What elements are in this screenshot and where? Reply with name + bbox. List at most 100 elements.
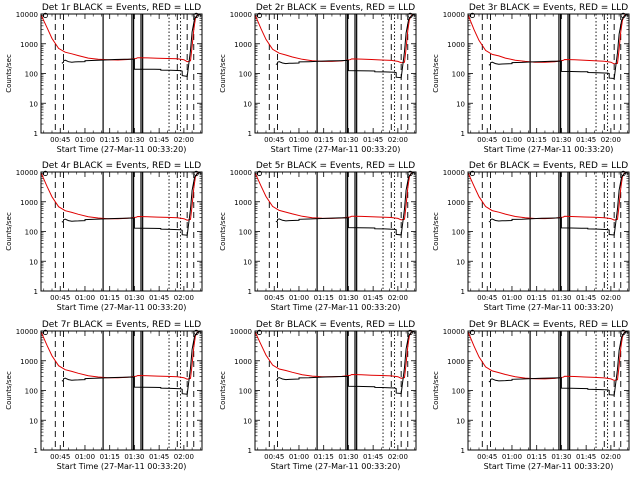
y-axis-label: Counts/sec: [432, 212, 440, 251]
x-tick-label: 02:00: [388, 136, 408, 144]
panel-title: Det 1r BLACK = Events, RED = LLD: [42, 3, 201, 13]
y-tick-label: 1000: [20, 41, 38, 49]
x-tick-label: 01:00: [502, 136, 522, 144]
x-tick-label: 01:15: [314, 136, 334, 144]
end-marker: [193, 329, 199, 335]
y-tick-label: 10000: [230, 328, 252, 336]
y-tick-label: 100: [239, 71, 252, 79]
x-tick-label: 00:45: [50, 136, 70, 144]
panel-title: Det 2r BLACK = Events, RED = LLD: [256, 3, 415, 13]
y-tick-label: 100: [25, 229, 38, 237]
y-tick-label: 10: [456, 100, 465, 108]
x-tick-label: 01:30: [124, 136, 144, 144]
x-tick-label: 02:00: [388, 453, 408, 461]
panel-title: Det 9r BLACK = Events, RED = LLD: [469, 320, 628, 330]
x-tick-label: 01:15: [527, 136, 547, 144]
lld-rate-line: [40, 171, 202, 221]
y-axis-label: Counts/sec: [5, 212, 13, 251]
detector-panel: Det 1r BLACK = Events, RED = LLD Counts/s…: [5, 3, 203, 154]
lld-rate-line: [254, 330, 416, 379]
y-tick-label: 100: [239, 229, 252, 237]
start-marker: [469, 170, 476, 176]
y-tick-label: 1: [248, 288, 252, 296]
x-tick-label: 01:00: [289, 294, 309, 302]
y-tick-label: 10: [243, 258, 252, 266]
x-tick-label: 01:00: [75, 294, 95, 302]
y-tick-label: 10: [243, 417, 252, 425]
end-marker: [620, 12, 626, 18]
plot-frame: [467, 171, 630, 292]
end-marker: [620, 170, 626, 176]
lld-rate-line: [254, 13, 416, 64]
x-tick-label: 01:30: [551, 294, 571, 302]
panel-title: Det 7r BLACK = Events, RED = LLD: [42, 320, 201, 330]
y-tick-label: 10000: [443, 169, 465, 177]
y-tick-label: 10000: [230, 11, 252, 19]
lld-rate-line: [467, 171, 629, 221]
event-rate-line: [488, 13, 629, 80]
x-tick-label: 01:15: [100, 453, 120, 461]
x-tick-label: 01:45: [363, 453, 383, 461]
x-tick-label: 01:30: [338, 136, 358, 144]
x-axis-label: Start Time (27-Mar-11 00:33:20): [57, 145, 187, 154]
event-rate-line: [61, 13, 202, 77]
x-tick-label: 01:30: [551, 453, 571, 461]
x-tick-label: 02:00: [388, 294, 408, 302]
end-marker: [407, 12, 413, 18]
y-tick-label: 1: [461, 130, 465, 138]
y-tick-label: 1000: [447, 358, 465, 366]
x-tick-label: 01:45: [363, 294, 383, 302]
y-tick-label: 1000: [234, 199, 252, 207]
event-rate-line: [61, 171, 202, 236]
end-marker: [407, 170, 413, 176]
panel-title: Det 4r BLACK = Events, RED = LLD: [42, 161, 201, 171]
x-axis-label: Start Time (27-Mar-11 00:33:20): [271, 462, 401, 471]
event-rate-line: [275, 330, 416, 395]
detector-panel: Det 9r BLACK = Events, RED = LLD Counts/s…: [432, 320, 630, 471]
y-tick-label: 100: [239, 388, 252, 396]
y-axis-label: Counts/sec: [219, 54, 227, 93]
y-tick-label: 1: [34, 288, 38, 296]
y-tick-label: 10000: [16, 328, 38, 336]
x-axis-label: Start Time (27-Mar-11 00:33:20): [271, 145, 401, 154]
lld-rate-line: [467, 330, 629, 381]
x-tick-label: 01:15: [527, 294, 547, 302]
y-axis-label: Counts/sec: [5, 371, 13, 410]
y-tick-label: 1: [248, 447, 252, 455]
x-tick-label: 02:00: [174, 136, 194, 144]
lld-rate-line: [40, 13, 202, 63]
y-tick-label: 1: [461, 447, 465, 455]
x-tick-label: 00:45: [477, 453, 497, 461]
x-tick-label: 01:15: [100, 136, 120, 144]
y-tick-label: 1000: [447, 199, 465, 207]
y-tick-label: 1000: [447, 41, 465, 49]
plot-frame: [467, 330, 630, 451]
start-marker: [42, 329, 49, 335]
x-tick-label: 01:00: [289, 136, 309, 144]
x-tick-label: 01:15: [100, 294, 120, 302]
y-axis-label: Counts/sec: [432, 54, 440, 93]
x-tick-label: 01:45: [576, 453, 596, 461]
x-tick-label: 02:00: [601, 453, 621, 461]
lld-rate-line: [40, 330, 202, 380]
plot-frame: [467, 13, 630, 134]
x-axis-label: Start Time (27-Mar-11 00:33:20): [57, 462, 187, 471]
y-tick-label: 100: [25, 71, 38, 79]
end-marker: [620, 329, 626, 335]
y-tick-label: 10000: [16, 169, 38, 177]
y-tick-label: 1: [34, 447, 38, 455]
x-tick-label: 02:00: [174, 453, 194, 461]
y-tick-label: 10: [29, 258, 38, 266]
y-tick-label: 10000: [230, 169, 252, 177]
y-tick-label: 1000: [20, 199, 38, 207]
y-axis-label: Counts/sec: [5, 54, 13, 93]
plot-frame: [40, 171, 203, 292]
y-axis-label: Counts/sec: [432, 371, 440, 410]
x-tick-label: 02:00: [174, 294, 194, 302]
y-tick-label: 1: [248, 130, 252, 138]
x-tick-label: 00:45: [50, 294, 70, 302]
panel-title: Det 8r BLACK = Events, RED = LLD: [256, 320, 415, 330]
y-tick-label: 1: [34, 130, 38, 138]
event-rate-line: [61, 330, 202, 395]
